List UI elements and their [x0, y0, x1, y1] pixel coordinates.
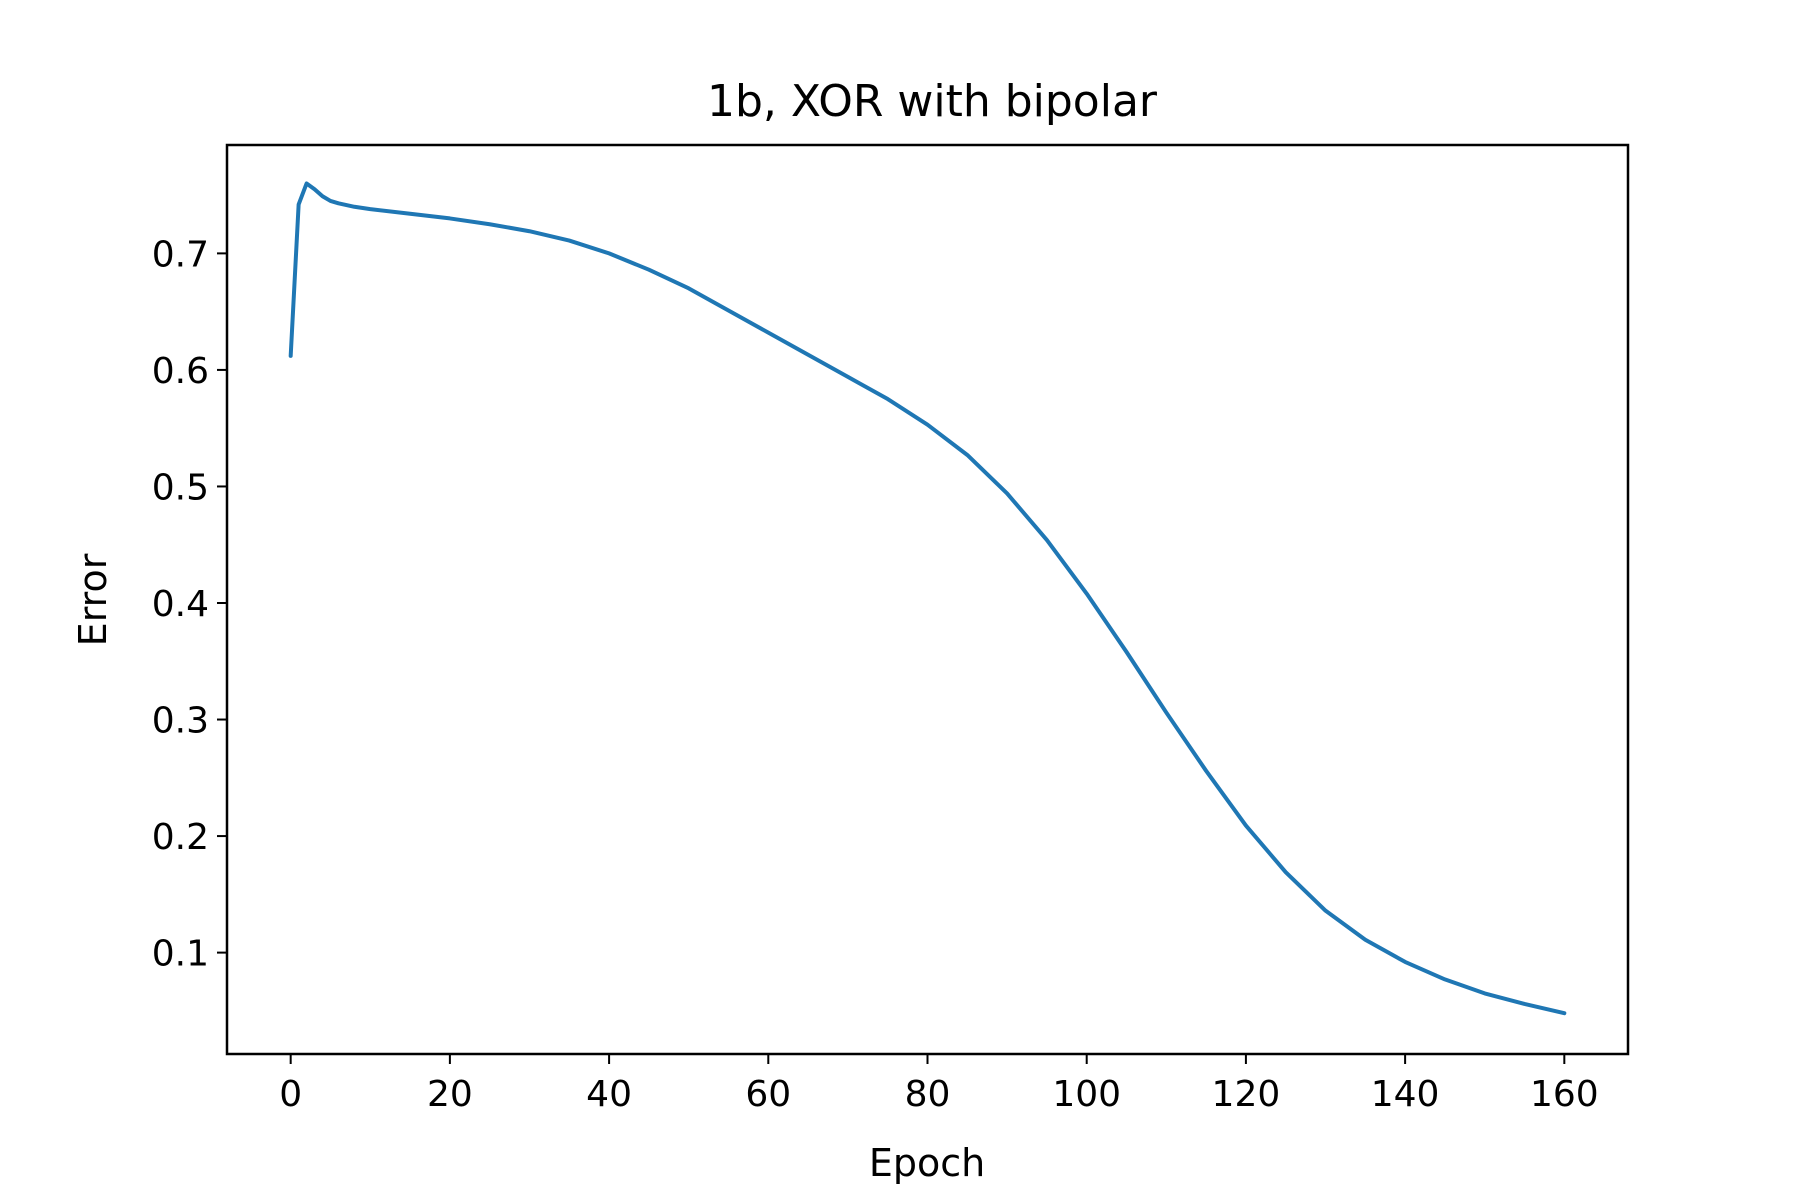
x-tick-label: 80 [905, 1074, 951, 1115]
x-tick-label: 140 [1371, 1074, 1440, 1115]
chart-title: 1b, XOR with bipolar [707, 76, 1158, 127]
y-tick-label: 0.2 [152, 817, 209, 858]
x-tick-label: 100 [1052, 1074, 1121, 1115]
y-tick-label: 0.6 [152, 351, 209, 392]
plot-area [225, 143, 1630, 1056]
series-layer [288, 181, 1567, 1016]
y-tick-label: 0.3 [152, 701, 209, 742]
y-tick-label: 0.5 [152, 467, 209, 508]
y-axis: 0.1 0.2 0.3 0.4 0.5 0.6 0.7 [152, 234, 227, 975]
plot-frame [225, 143, 1630, 1056]
x-tick-label: 20 [427, 1074, 473, 1115]
x-tick-label: 0 [279, 1074, 302, 1115]
x-axis-label: Epoch [869, 1141, 985, 1185]
x-axis: 0 20 40 60 80 100 120 140 160 [279, 1054, 1599, 1115]
x-tick-label: 160 [1530, 1074, 1599, 1115]
y-tick-label: 0.4 [152, 584, 209, 625]
y-tick-label: 0.1 [152, 934, 209, 975]
x-tick-label: 60 [745, 1074, 791, 1115]
series-line-0 [288, 181, 1567, 1016]
x-tick-label: 120 [1212, 1074, 1281, 1115]
x-tick-label: 40 [586, 1074, 632, 1115]
y-axis-label: Error [71, 553, 115, 646]
y-tick-label: 0.7 [152, 234, 209, 275]
